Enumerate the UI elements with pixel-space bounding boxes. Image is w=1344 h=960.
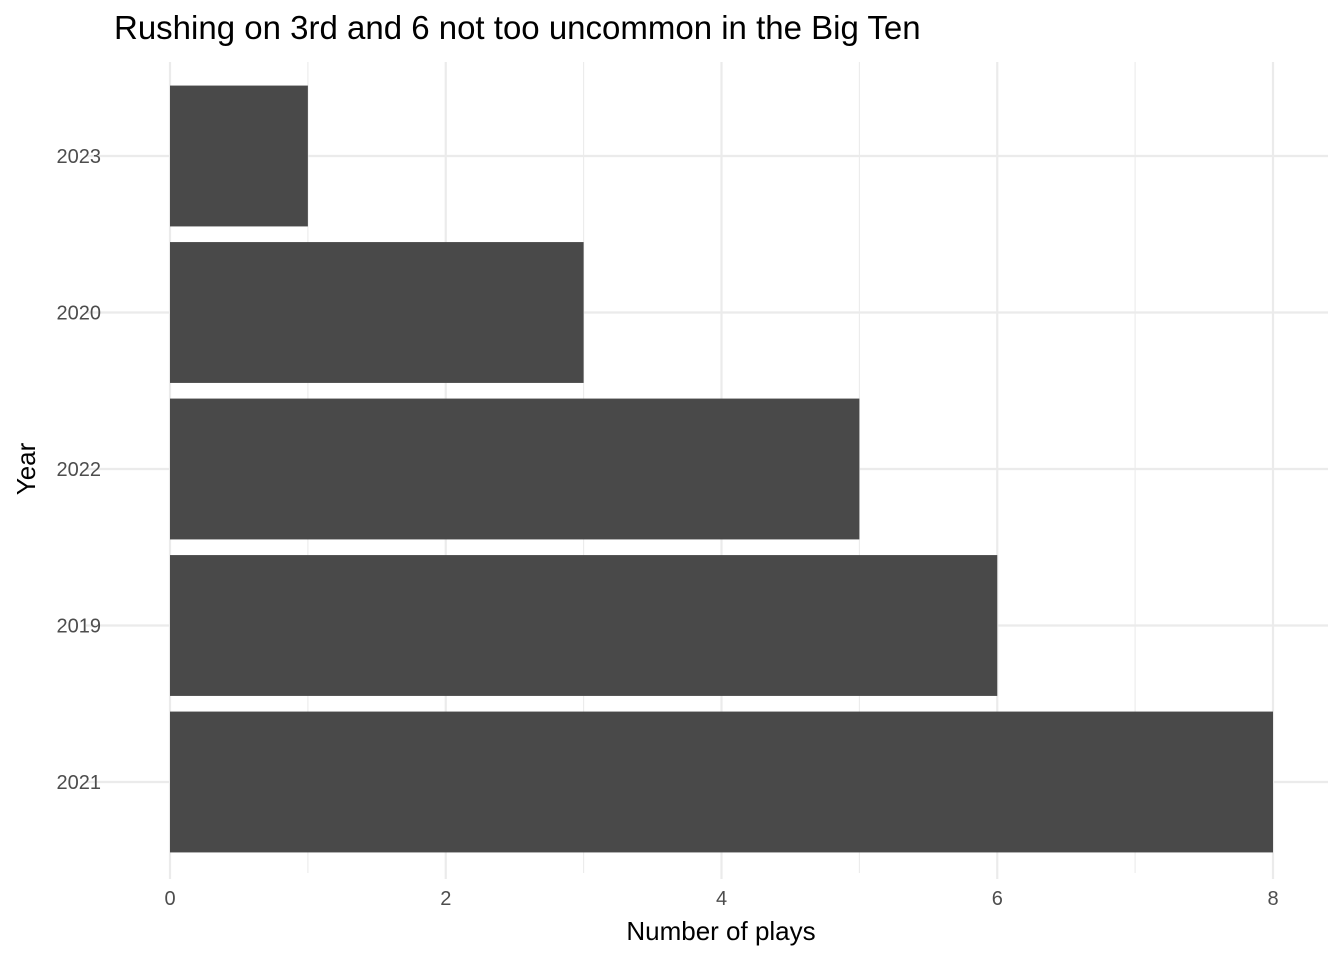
x-tick-label: 0: [164, 888, 175, 910]
y-tick-label: 2022: [57, 459, 102, 481]
bar-2022: [170, 398, 860, 540]
y-tick-label: 2019: [57, 616, 102, 638]
chart-title: Rushing on 3rd and 6 not too uncommon in…: [114, 9, 921, 46]
y-tick-label: 2020: [57, 303, 102, 325]
x-axis-ticks: 0 2 4 6 8: [164, 873, 1279, 910]
x-tick-label: 6: [992, 888, 1003, 910]
y-tick-label: 2021: [57, 772, 102, 794]
y-axis-title: Year: [11, 442, 41, 495]
x-axis-title: Number of plays: [626, 916, 815, 946]
x-tick-label: 8: [1267, 888, 1278, 910]
x-tick-label: 4: [716, 888, 727, 910]
bar-2021: [170, 711, 1273, 853]
bar-2023: [170, 85, 308, 227]
bars: [170, 85, 1273, 853]
y-axis-ticks: 2023 2020 2022 2019 2021: [57, 146, 114, 794]
bar-2019: [170, 555, 998, 696]
x-tick-label: 2: [440, 888, 451, 910]
bar-2020: [170, 242, 584, 383]
y-tick-label: 2023: [57, 146, 102, 168]
